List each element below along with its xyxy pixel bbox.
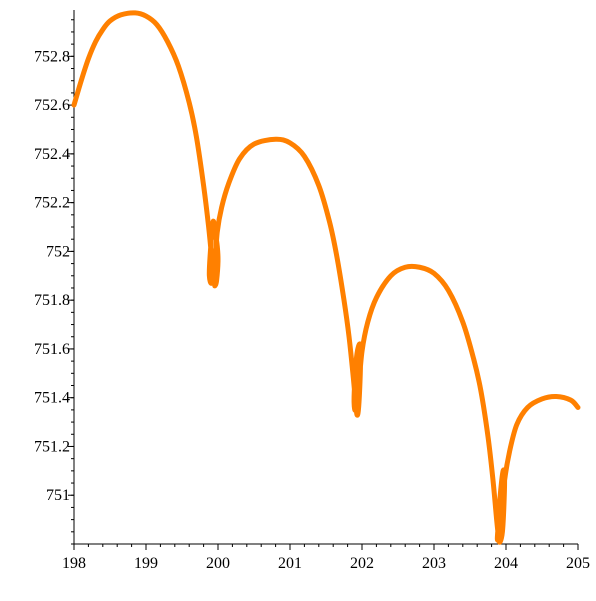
x-tick-label: 204 [494,555,518,572]
series-line-0 [71,10,581,545]
x-tick-label: 205 [566,555,590,572]
y-tick-label: 752.4 [34,146,70,163]
x-tick-label: 203 [422,555,446,572]
x-tick-label: 201 [278,555,302,572]
x-tick-group: 198 199 200 201 202 203 204 205 [62,544,590,572]
y-tick-group: 751 751.2 751.4 751.6 751.8 752 752.2 752.4 752.… [34,19,74,545]
y-tick-label: 752 [46,243,70,260]
y-tick-label: 751.8 [34,292,70,309]
y-tick-label: 751.4 [34,390,70,407]
x-tick-label: 202 [350,555,374,572]
y-tick-label: 752.6 [34,97,70,114]
series-layer [71,10,581,545]
x-tick-label: 199 [134,555,158,572]
y-tick-label: 751.2 [34,438,70,455]
y-tick-label: 751 [46,487,70,504]
x-tick-label: 200 [206,555,230,572]
y-tick-label: 752.2 [34,195,70,212]
y-tick-label: 751.6 [34,341,70,358]
y-tick-label: 752.8 [34,48,70,65]
x-tick-label: 198 [62,555,86,572]
axes [73,10,578,545]
